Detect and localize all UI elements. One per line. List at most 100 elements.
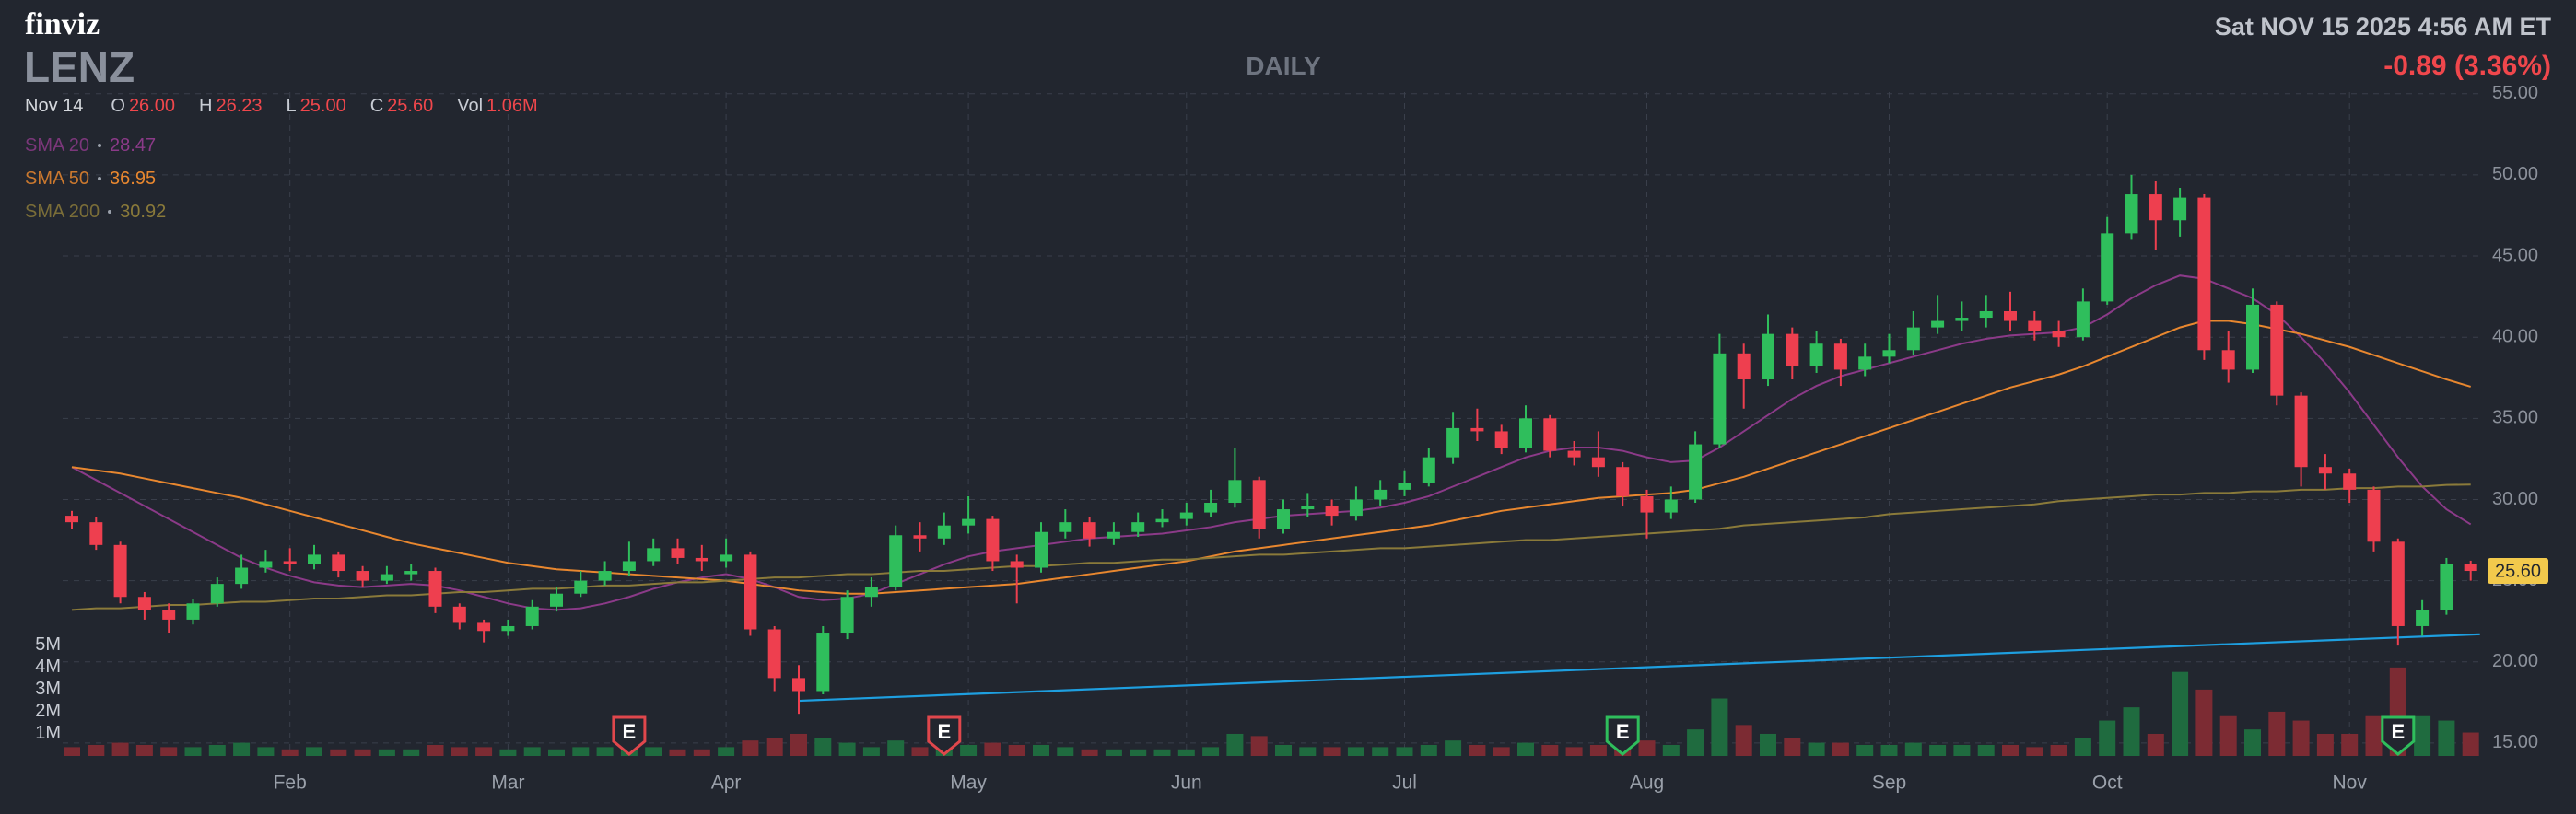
volume-bar [1541,744,1559,756]
candle-body [1398,483,1411,490]
candle-body [574,580,588,594]
volume-bar [1904,742,1922,756]
volume-bar [111,742,129,756]
candle-body [2173,197,2187,221]
volume-bar [1469,744,1486,756]
timeframe: DAILY [1246,52,1321,80]
volume-bar [1347,747,1364,756]
volume-bar [1057,747,1074,756]
volume-bar [887,740,905,756]
earnings-badge[interactable] [612,715,647,756]
volume-bar [1008,744,1025,756]
earnings-label: E [623,720,637,743]
x-tick-label: Mar [491,773,524,794]
volume-bar [2341,733,2359,756]
volume-tick-label: 1M [35,723,61,743]
x-tick-label: Jun [1171,773,1202,794]
volume-bar [184,747,202,756]
volume-bar [64,747,80,756]
candle-body [1786,333,1799,366]
volume-bar [766,738,783,756]
candle-body [767,629,781,679]
volume-bar [1977,744,1995,756]
candle-body [720,554,733,562]
x-tick-label: Feb [274,773,307,794]
legend-value: 30.92 [120,201,167,222]
volume-bar [2050,744,2067,756]
volume-bar [354,749,371,756]
candle-body [1833,343,1847,370]
volume-bar [645,747,662,756]
candle-body [1131,522,1145,532]
candle-body [913,535,927,539]
candle-body [2149,194,2162,221]
candle-body [937,525,951,539]
volume-bar [306,747,322,756]
candle-body [1713,353,1727,445]
volume-bar [1760,733,1776,756]
volume-bar [1687,729,1704,756]
logo[interactable]: finviz [25,7,100,41]
candle-body [89,522,103,545]
candle-body [1422,457,1435,483]
candle-body [1374,489,1388,500]
candle-body [1955,318,1969,321]
legend-item: SMA 20 28.47 [25,129,166,162]
volume-bar [1565,747,1583,756]
volume-bar [208,744,226,756]
volume-bar [1177,749,1195,756]
volume-bar [475,747,493,756]
sma-legend: SMA 20 28.47 SMA 50 36.95 SMA 200 30.92 [25,129,166,228]
candle-body [1809,343,1823,366]
candle-body [1737,353,1751,380]
volume-bar [160,747,178,756]
volume-bar [1493,747,1510,756]
volume-bar [1250,736,1268,756]
candle-body [259,561,273,568]
candle-body [1882,350,1896,357]
earnings-badge[interactable] [927,715,962,756]
legend-item: SMA 200 30.92 [25,195,166,228]
volume-tick-label: 5M [35,634,61,655]
candle-body [137,597,151,610]
volume-bar [499,749,517,756]
volume-bar [233,742,251,756]
candle-body [1664,499,1678,513]
volume-bar [1784,738,1801,756]
candle-body [816,633,830,692]
volume-bar [2099,720,2116,756]
candle-body [1591,457,1605,468]
candle-body [2004,310,2017,321]
volume-bar [2292,720,2310,756]
volume-bar [1445,740,1462,756]
candle-body [1543,418,1557,451]
candle-body [962,518,976,526]
candle-body [2391,541,2405,626]
volume-bar [135,744,153,756]
volume-bar [523,747,541,756]
candle-body [1494,431,1508,448]
volume-bar [548,749,565,756]
candle-body [477,622,491,632]
price-change: -0.89 (3.36%) [2383,51,2551,81]
separator [108,210,112,214]
earnings-badge[interactable] [1605,715,1640,756]
candle-body [428,571,442,607]
candle-body [65,516,78,523]
earnings-badge[interactable] [2381,715,2416,756]
candle-body [1228,480,1242,503]
candle-body [356,571,369,581]
volume-bar [862,747,880,756]
volume-bar [1226,733,1244,756]
volume-bar [2219,715,2237,756]
trendline [798,633,2480,703]
volume-bar [1153,749,1171,756]
datetime: Sat NOV 15 2025 4:56 AM ET [2214,13,2551,41]
earnings-label: E [2391,720,2405,743]
volume-bar [281,749,299,756]
candle-body [1325,506,1339,517]
volume-bar [790,733,807,756]
candle-body [1083,522,1096,539]
candle-body [622,561,636,572]
